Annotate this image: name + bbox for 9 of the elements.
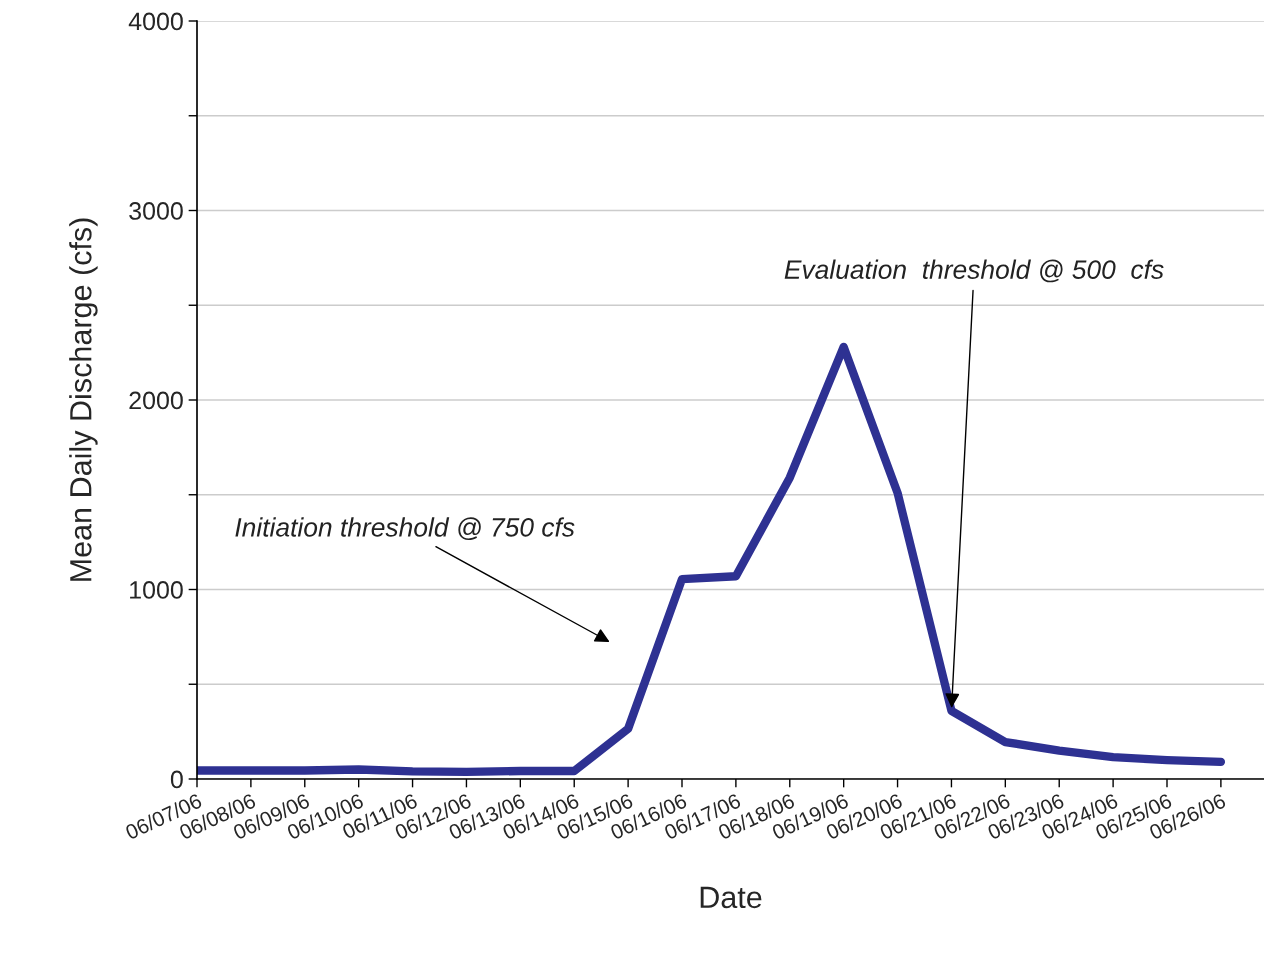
y-tick-label: 4000 — [128, 12, 183, 31]
y-tick-label: 3000 — [129, 202, 183, 220]
annotation: Initiation threshold @ 750 cfs — [235, 517, 575, 541]
x-axis-title: Date — [700, 886, 762, 909]
y-tick-label: 1000 — [130, 581, 183, 599]
annotation: Evaluation threshold @ 500 cfs — [784, 259, 1164, 283]
y-tick-label: 0 — [170, 770, 183, 789]
y-tick-label: 2000 — [129, 391, 183, 410]
y-axis-title: Mean Daily Discharge (cfs) — [69, 218, 98, 581]
